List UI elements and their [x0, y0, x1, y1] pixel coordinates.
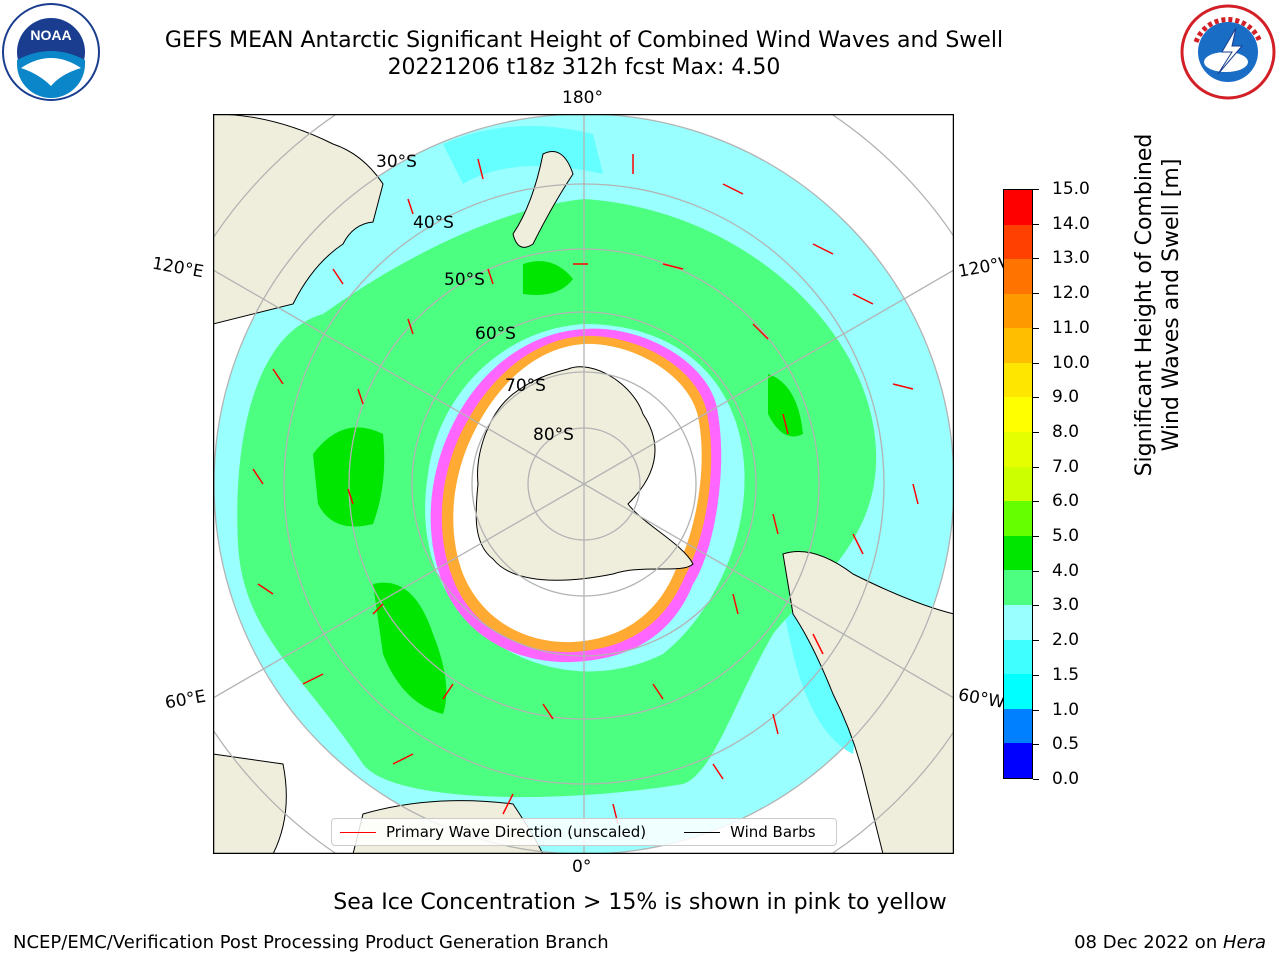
colorbar-segment — [1004, 293, 1032, 329]
footer-host: Hera — [1222, 932, 1266, 953]
colorbar-segment — [1004, 535, 1032, 571]
colorbar-tick-label: 15.0 — [1052, 179, 1090, 199]
colorbar-segment — [1004, 674, 1032, 709]
lat-label-70s: 70°S — [505, 376, 546, 396]
colorbar-tick-label: 4.0 — [1052, 560, 1080, 581]
colorbar-segment — [1004, 259, 1032, 294]
colorbar-tick-label: 10.0 — [1052, 352, 1090, 373]
colorbar-segment — [1004, 432, 1032, 467]
colorbar-tick-mark — [1033, 223, 1039, 225]
new-zealand — [512, 151, 574, 248]
south-america — [782, 551, 954, 854]
colorbar-segment — [1004, 639, 1032, 675]
colorbar-segment — [1004, 605, 1032, 640]
colorbar-tick-mark — [1033, 501, 1039, 503]
lon-label-0: 0° — [572, 857, 592, 877]
colorbar-segment — [1004, 397, 1032, 433]
colorbar-tick-mark — [1033, 431, 1039, 433]
lat-label-60s: 60°S — [475, 324, 516, 344]
colorbar-tick-label: 11.0 — [1052, 317, 1090, 338]
legend-swatch-wind-barbs — [684, 831, 721, 833]
colorbar-label-line1: Significant Height of Combined — [1132, 133, 1157, 477]
colorbar-segment — [1004, 501, 1032, 536]
wave-direction-arrows — [252, 154, 919, 825]
nws-logo — [1180, 4, 1276, 100]
colorbar-segment — [1004, 570, 1032, 606]
colorbar-segment — [1004, 224, 1032, 260]
colorbar-tick-mark — [1033, 744, 1039, 746]
colorbar-tick-label: 6.0 — [1052, 491, 1080, 512]
colorbar-tick-mark — [1033, 189, 1039, 190]
colorbar-tick-mark — [1033, 258, 1039, 260]
colorbar-segment — [1004, 743, 1032, 778]
lon-label-60e: 60°E — [163, 686, 208, 714]
colorbar-tick-mark — [1033, 362, 1039, 364]
colorbar-tick-label: 12.0 — [1052, 283, 1090, 304]
colorbar-tick-label: 0.0 — [1052, 769, 1080, 789]
colorbar-tick-mark — [1033, 397, 1039, 399]
colorbar-tick-mark — [1033, 466, 1039, 468]
colorbar-tick-label: 1.0 — [1052, 699, 1080, 720]
noaa-logo: NOAA — [2, 3, 100, 101]
colorbar-tick-mark — [1033, 709, 1039, 711]
lat-label-30s: 30°S — [376, 152, 417, 172]
colorbar-segment — [1004, 189, 1032, 225]
caption: Sea Ice Concentration > 15% is shown in … — [333, 890, 947, 915]
map-legend: Primary Wave Direction (unscaled) Wind B… — [331, 818, 837, 846]
colorbar-label-line2: Wind Waves and Swell [m] — [1159, 158, 1184, 452]
lon-label-120e: 120°E — [150, 253, 206, 283]
colorbar-tick-mark — [1033, 536, 1039, 538]
colorbar-segment — [1004, 328, 1032, 363]
colorbar-tick-label: 13.0 — [1052, 248, 1090, 269]
colorbar-tick-label: 9.0 — [1052, 387, 1080, 408]
colorbar-tick-mark — [1033, 327, 1039, 329]
footer-date-text: 08 Dec 2022 on — [1074, 932, 1223, 953]
colorbar-tick-label: 5.0 — [1052, 526, 1080, 547]
polar-map — [213, 114, 954, 854]
footer-credit: NCEP/EMC/Verification Post Processing Pr… — [13, 932, 609, 953]
lat-label-40s: 40°S — [413, 213, 454, 233]
lon-label-60w: 60°W — [956, 685, 1007, 713]
chart-title: GEFS MEAN Antarctic Significant Height o… — [164, 28, 1004, 53]
colorbar-tick-mark — [1033, 570, 1039, 572]
lon-label-180: 180° — [562, 88, 603, 108]
svg-text:NOAA: NOAA — [30, 27, 71, 43]
legend-label-wind-barbs: Wind Barbs — [730, 823, 816, 841]
colorbar-segment — [1004, 362, 1032, 398]
colorbar-tick-label: 3.0 — [1052, 595, 1080, 616]
colorbar-tick-label: 2.0 — [1052, 630, 1080, 651]
australia — [213, 114, 384, 325]
legend-swatch-wave-direction — [340, 831, 376, 833]
colorbar-segment — [1004, 708, 1032, 744]
footer-date: 08 Dec 2022 on Hera — [1074, 932, 1266, 953]
colorbar-tick-label: 0.5 — [1052, 734, 1080, 755]
lat-label-80s: 80°S — [533, 425, 574, 445]
colorbar-tick-mark — [1033, 640, 1039, 642]
colorbar-tick-mark — [1033, 674, 1039, 676]
colorbar-label: Significant Height of Combined Wind Wave… — [1131, 125, 1185, 485]
colorbar-tick-label: 8.0 — [1052, 421, 1080, 442]
colorbar-tick-label: 14.0 — [1052, 213, 1090, 234]
colorbar-tick-mark — [1033, 293, 1039, 295]
lat-label-50s: 50°S — [444, 270, 485, 290]
colorbar-segment — [1004, 466, 1032, 502]
chart-subtitle: 20221206 t18z 312h fcst Max: 4.50 — [387, 55, 781, 80]
colorbar-tick-label: 7.0 — [1052, 456, 1080, 477]
colorbar — [1003, 189, 1033, 779]
colorbar-tick-mark — [1033, 605, 1039, 607]
colorbar-tick-mark — [1033, 779, 1039, 780]
legend-label-wave-direction: Primary Wave Direction (unscaled) — [386, 823, 647, 841]
colorbar-tick-label: 1.5 — [1052, 664, 1080, 685]
